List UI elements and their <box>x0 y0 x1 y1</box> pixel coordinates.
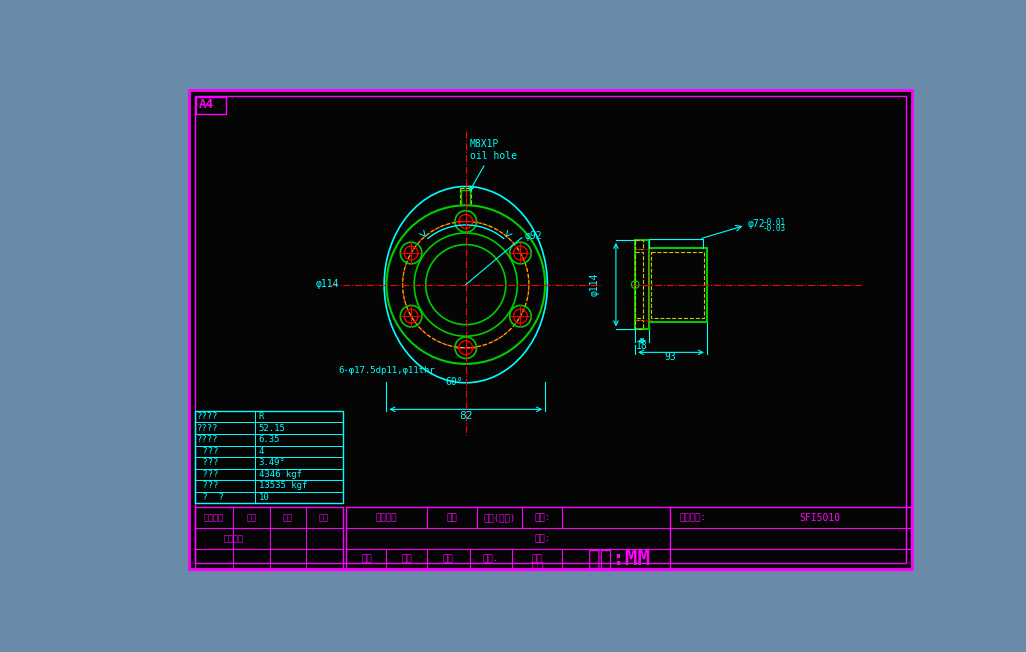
Text: 参考图号:: 参考图号: <box>679 513 706 522</box>
Text: ???: ??? <box>197 458 219 467</box>
Text: 18: 18 <box>636 340 648 351</box>
Text: φ72: φ72 <box>748 219 765 229</box>
Text: 日期: 日期 <box>283 513 292 522</box>
Text: ????: ???? <box>197 436 219 444</box>
Text: φ92: φ92 <box>525 231 543 241</box>
Text: ???: ??? <box>197 447 219 456</box>
Bar <box>347 507 911 570</box>
Text: ???: ??? <box>197 481 219 490</box>
Text: 13535 kgf: 13535 kgf <box>259 481 307 490</box>
Bar <box>635 240 643 249</box>
Bar <box>649 248 707 321</box>
Text: 视角.: 视角. <box>482 554 499 563</box>
Text: φ114: φ114 <box>589 273 599 297</box>
Bar <box>196 98 226 115</box>
Text: 4346 kgf: 4346 kgf <box>259 470 302 479</box>
Text: 审核: 审核 <box>442 554 453 563</box>
Text: 设计: 设计 <box>401 554 411 563</box>
Text: 10: 10 <box>259 493 270 502</box>
Text: 单位:MM: 单位:MM <box>588 549 652 569</box>
Text: 60°: 60° <box>445 377 463 387</box>
Text: 更改标记: 更改标记 <box>204 513 224 522</box>
Text: 型号:: 型号: <box>535 513 551 522</box>
Text: 比例: 比例 <box>532 554 543 563</box>
Text: ????: ???? <box>197 412 219 421</box>
Text: R: R <box>259 412 264 421</box>
Text: ?  ?: ? ? <box>197 493 224 502</box>
Text: 1:1: 1:1 <box>529 562 545 571</box>
Bar <box>195 411 343 503</box>
Text: ???: ??? <box>197 470 219 479</box>
Text: 绘图: 绘图 <box>361 554 371 563</box>
Text: 3.49°: 3.49° <box>259 458 285 467</box>
Text: 日期: 日期 <box>446 513 458 522</box>
Text: 93: 93 <box>665 352 676 362</box>
Text: 6.35: 6.35 <box>259 436 280 444</box>
Text: -0.03: -0.03 <box>762 224 785 233</box>
Text: 数量(单台): 数量(单台) <box>483 513 516 522</box>
Text: 材料:: 材料: <box>535 534 551 543</box>
Bar <box>635 252 643 318</box>
Text: 52.15: 52.15 <box>259 424 285 433</box>
Text: 6-φ17.5dp11,φ11thr: 6-φ17.5dp11,φ11thr <box>339 366 435 375</box>
Text: 客户名称: 客户名称 <box>376 513 397 522</box>
Text: 4: 4 <box>259 447 264 456</box>
Text: 处数: 处数 <box>246 513 256 522</box>
Text: M8X1P
oil hole: M8X1P oil hole <box>470 139 517 190</box>
Text: ????: ???? <box>197 424 219 433</box>
Bar <box>195 507 343 570</box>
Text: 签名: 签名 <box>319 513 329 522</box>
Text: SFI5010: SFI5010 <box>799 513 840 523</box>
Text: -0.01: -0.01 <box>762 218 785 228</box>
Text: A4: A4 <box>199 98 213 111</box>
Bar <box>652 252 705 318</box>
Text: 客户确认: 客户确认 <box>224 534 243 543</box>
Text: 82: 82 <box>459 411 473 421</box>
Bar <box>635 320 643 329</box>
Text: φ114: φ114 <box>316 279 340 289</box>
